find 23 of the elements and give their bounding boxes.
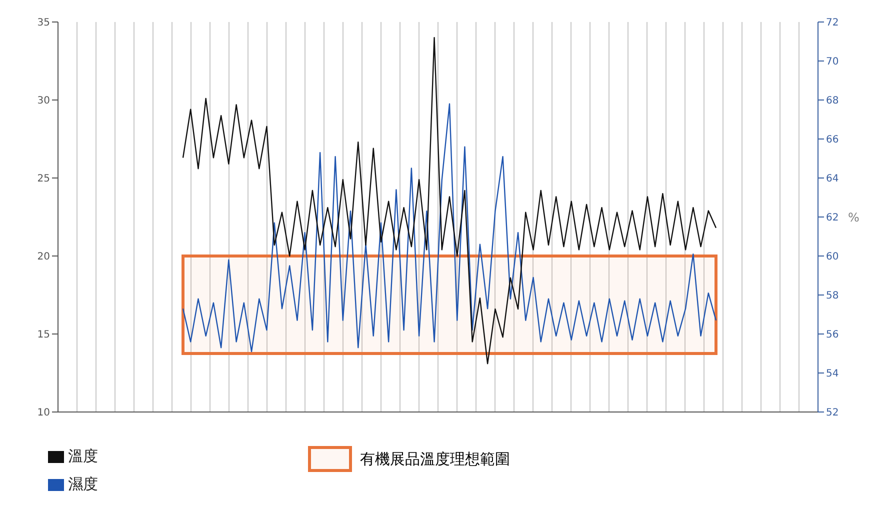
y-tick-label: 20: [37, 252, 50, 263]
y2-tick-label: 58: [826, 290, 839, 302]
y2-tick-label: 68: [826, 96, 839, 107]
y2-tick-label: 56: [826, 330, 839, 341]
y2-tick-label: 60: [826, 252, 839, 263]
y2-axis-title: %: [848, 210, 860, 224]
y2-tick-label: 62: [826, 212, 839, 224]
legend-label: 溫度: [68, 447, 98, 465]
line-series: [182, 103, 717, 352]
y2-tick-label: 54: [826, 368, 839, 380]
y-tick-label: 30: [37, 96, 50, 107]
y-tick-label: 15: [37, 330, 50, 341]
y-tick-label: 35: [37, 18, 50, 29]
y2-tick-label: 66: [826, 134, 839, 146]
y2-tick-label: 72: [826, 18, 839, 29]
y2-tick-label: 52: [826, 408, 839, 419]
legend-label: 有機展品溫度理想範圍: [360, 450, 510, 468]
line-series: [182, 37, 717, 364]
y-tick-label: 25: [37, 174, 50, 185]
y2-tick-label: 70: [826, 56, 839, 68]
y-tick-label: 10: [37, 408, 50, 419]
legend-label: 濕度: [68, 475, 98, 493]
y2-tick-label: 64: [826, 174, 839, 185]
